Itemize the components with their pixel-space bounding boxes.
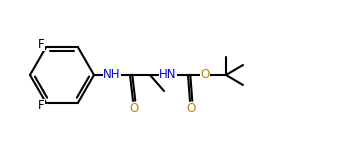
Text: O: O bbox=[186, 102, 196, 115]
Text: F: F bbox=[38, 38, 44, 51]
Text: NH: NH bbox=[103, 69, 121, 82]
Text: O: O bbox=[130, 102, 139, 115]
Text: O: O bbox=[200, 69, 210, 82]
Text: F: F bbox=[38, 99, 44, 112]
Text: HN: HN bbox=[159, 69, 177, 82]
